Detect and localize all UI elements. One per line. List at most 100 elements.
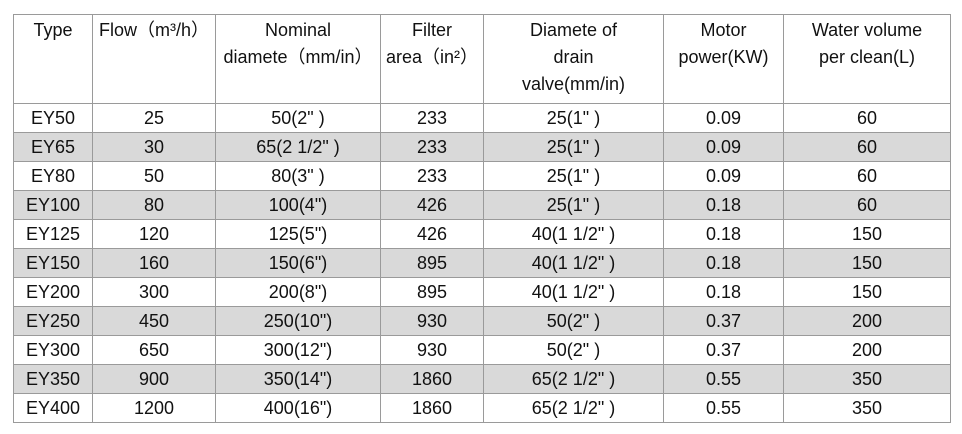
table-row: EY65 30 65(2 1/2" ) 233 25(1" ) 0.09 60 (13, 132, 951, 162)
table-cell: EY200 (13, 277, 93, 307)
table-cell: 350(14") (215, 364, 381, 394)
table-cell: 0.18 (663, 219, 784, 249)
table-row: EY400 1200 400(16") 1860 65(2 1/2" ) 0.55 350 (13, 393, 951, 423)
table-cell: 60 (783, 103, 951, 133)
table-cell: 930 (380, 335, 484, 365)
header-text: drain (553, 47, 594, 67)
table-cell: 200(8") (215, 277, 381, 307)
table-cell: 1860 (380, 364, 484, 394)
table-cell: EY400 (13, 393, 93, 423)
table-row: EY350 900 350(14") 1860 65(2 1/2" ) 0.55 350 (13, 364, 951, 394)
table-cell: 120 (92, 219, 216, 249)
header-cell: Flow（m³/h） (92, 14, 216, 104)
table-cell: EY150 (13, 248, 93, 278)
table-cell: 0.37 (663, 306, 784, 336)
table-cell: 40(1 1/2" ) (483, 248, 664, 278)
table-cell: 150 (783, 277, 951, 307)
table-cell: 160 (92, 248, 216, 278)
table-cell: 150(6") (215, 248, 381, 278)
table-cell: 65(2 1/2" ) (483, 393, 664, 423)
table-cell: 0.37 (663, 335, 784, 365)
table-cell: 60 (783, 190, 951, 220)
table-cell: 0.09 (663, 132, 784, 162)
table-cell: EY125 (13, 219, 93, 249)
table-cell: 60 (783, 132, 951, 162)
table-cell: 200 (783, 335, 951, 365)
table-cell: 0.18 (663, 277, 784, 307)
header-text: Filter (412, 20, 452, 40)
table-row: EY100 80 100(4") 426 25(1" ) 0.18 60 (13, 190, 951, 220)
table-cell: 40(1 1/2" ) (483, 277, 664, 307)
table-cell: 50 (92, 161, 216, 191)
table-cell: EY65 (13, 132, 93, 162)
table-cell: 150 (783, 248, 951, 278)
table-cell: 0.55 (663, 393, 784, 423)
table-cell: EY300 (13, 335, 93, 365)
header-cell: Filter area（in²） (380, 14, 484, 104)
table-row: EY125 120 125(5") 426 40(1 1/2" ) 0.18 150 (13, 219, 951, 249)
header-cell: Nominal diamete（mm/in） (215, 14, 381, 104)
header-text: per clean(L) (818, 47, 916, 67)
table-cell: 233 (380, 103, 484, 133)
table-cell: 400(16") (215, 393, 381, 423)
header-cell: Type (13, 14, 93, 104)
table-cell: 100(4") (215, 190, 381, 220)
header-text: diamete（mm/in） (223, 47, 373, 67)
header-text: Water volume (811, 20, 923, 40)
table-cell: 300(12") (215, 335, 381, 365)
table-cell: 300 (92, 277, 216, 307)
table-cell: 350 (783, 364, 951, 394)
table-cell: 426 (380, 190, 484, 220)
table-row: EY150 160 150(6") 895 40(1 1/2" ) 0.18 150 (13, 248, 951, 278)
table-cell: 0.09 (663, 161, 784, 191)
table-cell: 0.09 (663, 103, 784, 133)
table-cell: 350 (783, 393, 951, 423)
header-text: Diamete of (529, 20, 618, 40)
table-cell: EY50 (13, 103, 93, 133)
table-row: EY50 25 50(2" ) 233 25(1" ) 0.09 60 (13, 103, 951, 133)
table-cell: 1200 (92, 393, 216, 423)
table-cell: 895 (380, 277, 484, 307)
table-cell: 25(1" ) (483, 190, 664, 220)
spec-table: Type Flow（m³/h） Nominal diamete（mm/in） Filte… (13, 14, 951, 423)
header-cell: Water volume per clean(L) (783, 14, 951, 104)
table-cell: 25(1" ) (483, 103, 664, 133)
table-cell: 233 (380, 161, 484, 191)
table-cell: 1860 (380, 393, 484, 423)
header-row: Type Flow（m³/h） Nominal diamete（mm/in） Filte… (13, 14, 951, 104)
table-row: EY200 300 200(8") 895 40(1 1/2" ) 0.18 150 (13, 277, 951, 307)
table-cell: 250(10") (215, 306, 381, 336)
table-cell: 650 (92, 335, 216, 365)
table-cell: EY250 (13, 306, 93, 336)
table-cell: 50(2" ) (483, 306, 664, 336)
table-cell: 125(5") (215, 219, 381, 249)
table-cell: EY80 (13, 161, 93, 191)
table-cell: 65(2 1/2" ) (215, 132, 381, 162)
table-cell: 200 (783, 306, 951, 336)
table-cell: EY350 (13, 364, 93, 394)
header-text: Nominal (264, 20, 332, 40)
header-text: Type (33, 20, 73, 40)
header-cell: Motor power(KW) (663, 14, 784, 104)
table-cell: 0.18 (663, 190, 784, 220)
table-cell: 25 (92, 103, 216, 133)
table-cell: 30 (92, 132, 216, 162)
table-cell: 900 (92, 364, 216, 394)
table-cell: 25(1" ) (483, 132, 664, 162)
table-cell: 0.18 (663, 248, 784, 278)
table-cell: 25(1" ) (483, 161, 664, 191)
table-cell: EY100 (13, 190, 93, 220)
header-cell: Diamete of drain valve(mm/in) (483, 14, 664, 104)
table-cell: 895 (380, 248, 484, 278)
table-cell: 930 (380, 306, 484, 336)
header-text: area（in²） (385, 47, 479, 67)
table-cell: 450 (92, 306, 216, 336)
table-cell: 80 (92, 190, 216, 220)
table-cell: 426 (380, 219, 484, 249)
table-cell: 65(2 1/2" ) (483, 364, 664, 394)
table-row: EY300 650 300(12") 930 50(2" ) 0.37 200 (13, 335, 951, 365)
header-text: power(KW) (678, 47, 769, 67)
header-text: Flow（m³/h） (98, 20, 209, 40)
table-body: EY50 25 50(2" ) 233 25(1" ) 0.09 60 EY65 30 65(2 … (13, 103, 951, 423)
